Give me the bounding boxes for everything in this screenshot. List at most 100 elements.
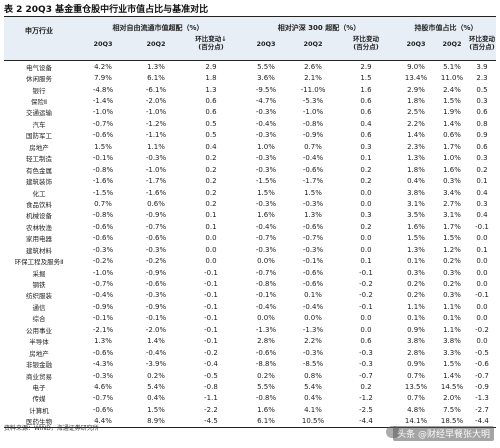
- value-cell: 0.1: [476, 245, 488, 254]
- industry-cell: 房地产: [29, 143, 49, 152]
- value-cell: 0.6: [360, 97, 372, 106]
- value-cell: 2.2%: [304, 337, 322, 346]
- value-cell: -0.7%: [255, 234, 277, 243]
- value-cell: -1.3%: [302, 325, 324, 334]
- value-cell: 0.3%: [443, 291, 461, 300]
- value-cell: 0.4: [205, 142, 217, 151]
- value-cell: 0.6: [360, 337, 372, 346]
- value-cell: 3.1%: [443, 211, 461, 220]
- value-cell: 0.1: [360, 154, 372, 163]
- value-cell: 0.2: [205, 199, 217, 208]
- table-row: 房地产 -0.6% -0.4% -0.2 -0.6% -0.3% -0.3 2.8% 3.3% -…: [4, 347, 496, 358]
- value-cell: 7.9%: [94, 74, 112, 83]
- value-cell: -0.2: [204, 348, 218, 357]
- industry-cell: 采掘: [32, 269, 46, 278]
- industry-cell: 有色金属: [26, 166, 52, 175]
- industry-cell: 房地产: [29, 349, 49, 358]
- value-cell: 0.0: [205, 245, 217, 254]
- header-g2-q3: 20Q3: [256, 40, 276, 48]
- value-cell: 1.5%: [147, 405, 165, 414]
- value-cell: -0.1%: [92, 154, 114, 163]
- value-cell: 0.7%: [407, 394, 425, 403]
- value-cell: 1.0%: [257, 142, 275, 151]
- value-cell: -1.1%: [145, 131, 167, 140]
- value-cell: -0.9%: [92, 302, 114, 311]
- value-cell: -1.0%: [92, 268, 114, 277]
- value-cell: -0.7%: [92, 280, 114, 289]
- value-cell: -0.3: [359, 360, 373, 369]
- value-cell: -0.1: [204, 325, 218, 334]
- value-cell: 0.0: [205, 257, 217, 266]
- value-cell: 1.5%: [304, 188, 322, 197]
- value-cell: -0.4: [204, 360, 218, 369]
- value-cell: -0.3%: [145, 245, 167, 254]
- value-cell: 0.2: [205, 177, 217, 186]
- value-cell: 0.6%: [443, 131, 461, 140]
- bottom-rule: [4, 427, 496, 428]
- industry-cell: 汽车: [32, 120, 46, 129]
- value-cell: 9.0%: [407, 62, 425, 71]
- table-row: 计算机 -0.6% 1.5% -2.2 1.6% 4.1% -2.5 4.8% 7.5% -2.7: [4, 404, 496, 415]
- header-group-free-float: 相对自由流通市值超配（%）: [112, 24, 204, 32]
- table-row: 商业贸易 -0.3% 0.2% -0.5 0.2% 0.8% -0.7 0.7% 1.4% -0.…: [4, 370, 496, 381]
- value-cell: -4.8%: [92, 85, 114, 94]
- value-cell: 1.1%: [147, 142, 165, 151]
- value-cell: -0.1: [359, 302, 373, 311]
- value-cell: 0.5: [476, 85, 488, 94]
- value-cell: 0.6: [476, 108, 488, 117]
- value-cell: 0.0: [360, 325, 372, 334]
- value-cell: 0.2: [360, 222, 372, 231]
- table-row: 半导体 1.3% 1.4% -0.1 2.8% 2.2% 0.6 3.8% 3.8% 0.0: [4, 336, 496, 347]
- value-cell: 0.0: [205, 234, 217, 243]
- table-row: 化工 -1.5% -1.6% 0.2 1.5% 1.5% 0.0 3.8% 3.4% 0.4: [4, 187, 496, 198]
- industry-cell: 电气设备: [26, 63, 52, 72]
- value-cell: -0.6%: [92, 131, 114, 140]
- value-cell: 0.4%: [304, 394, 322, 403]
- value-cell: -0.6%: [255, 348, 277, 357]
- value-cell: -0.3%: [302, 245, 324, 254]
- value-cell: 0.7%: [94, 199, 112, 208]
- value-cell: 3.3%: [443, 348, 461, 357]
- value-cell: -1.0%: [145, 108, 167, 117]
- value-cell: -6.1%: [145, 85, 167, 94]
- industry-cell: 计算机: [29, 406, 49, 415]
- value-cell: -2.2: [204, 405, 218, 414]
- value-cell: 0.1%: [443, 314, 461, 323]
- value-cell: -0.1%: [302, 257, 324, 266]
- value-cell: 0.6: [476, 142, 488, 151]
- value-cell: 0.3: [360, 211, 372, 220]
- value-cell: -0.3%: [255, 154, 277, 163]
- value-cell: 2.3: [476, 74, 488, 83]
- value-cell: 0.2%: [407, 280, 425, 289]
- value-cell: 1.3%: [94, 337, 112, 346]
- value-cell: -1.0%: [145, 165, 167, 174]
- value-cell: -4.7%: [255, 97, 277, 106]
- value-cell: 5.1%: [443, 62, 461, 71]
- value-cell: -0.2: [359, 291, 373, 300]
- table-row: 传媒 -0.7% 0.4% -1.1 -0.8% 0.4% -1.2 0.7% 2.0% -1.3: [4, 393, 496, 404]
- industry-cell: 建筑装饰: [26, 178, 52, 187]
- value-cell: 3.5%: [407, 211, 425, 220]
- header-g1-q2: 20Q2: [146, 40, 166, 48]
- table-row: 非银金融 -4.3% -3.9% -0.4 -8.8% -8.5% -0.3 0.9% 1.5%…: [4, 358, 496, 369]
- value-cell: 0.4%: [407, 177, 425, 186]
- value-cell: 1.6%: [257, 405, 275, 414]
- value-cell: 1.4%: [147, 337, 165, 346]
- value-cell: 3.8%: [407, 188, 425, 197]
- top-rule: [4, 16, 496, 17]
- industry-cell: 机械设备: [26, 212, 52, 221]
- value-cell: -0.3%: [92, 245, 114, 254]
- value-cell: -4.4: [475, 417, 489, 426]
- value-cell: 8.9%: [147, 417, 165, 426]
- value-cell: -0.6: [475, 360, 489, 369]
- table-row: 有色金属 -0.8% -1.0% 0.2 -0.3% -0.6% 0.2 1.8% 1.6% 0.…: [4, 164, 496, 175]
- value-cell: -2.0%: [145, 325, 167, 334]
- value-cell: -0.4%: [92, 291, 114, 300]
- header-group-hs300: 相对沪深 300 超配（%）: [277, 24, 361, 32]
- value-cell: -1.0%: [92, 108, 114, 117]
- value-cell: -0.1: [204, 302, 218, 311]
- table-row: 银行 -4.8% -6.1% 1.3 -9.5% -11.0% 1.6 2.9% 2.4% 0.5: [4, 84, 496, 95]
- value-cell: 5.5%: [257, 382, 275, 391]
- value-cell: 0.3: [476, 154, 488, 163]
- industry-cell: 医药生物: [26, 418, 52, 427]
